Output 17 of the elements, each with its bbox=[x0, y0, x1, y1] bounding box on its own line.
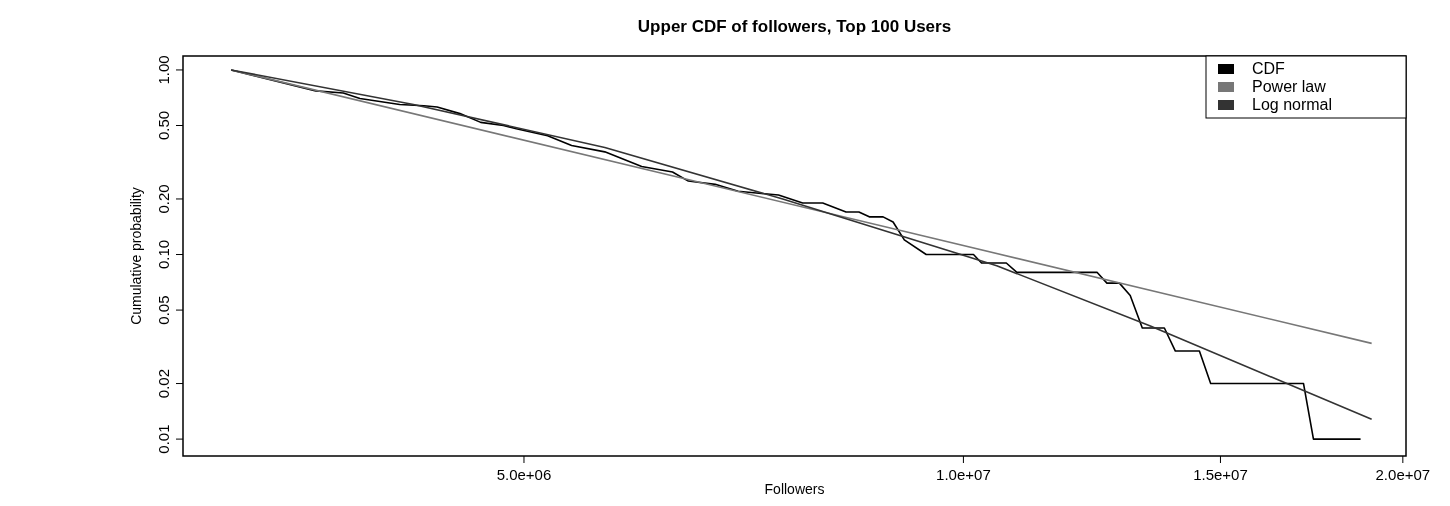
x-tick-label: 1.0e+07 bbox=[936, 466, 991, 483]
x-tick-label: 2.0e+07 bbox=[1375, 466, 1431, 483]
x-tick-label: 1.5e+07 bbox=[1193, 466, 1248, 483]
y-tick-label: 0.02 bbox=[155, 368, 172, 399]
y-tick-label: 0.20 bbox=[155, 184, 172, 214]
y-tick-label: 0.10 bbox=[155, 239, 172, 270]
y-tick-label: 1.00 bbox=[155, 55, 172, 85]
x-axis-title: Followers bbox=[764, 481, 825, 497]
y-tick-label: 0.05 bbox=[155, 295, 172, 325]
legend-label: CDF bbox=[1252, 60, 1286, 77]
x-tick-label: 5.0e+06 bbox=[496, 466, 552, 483]
y-tick-label: 0.50 bbox=[155, 110, 172, 141]
legend-label: Power law bbox=[1252, 78, 1327, 95]
y-tick-label: 0.01 bbox=[155, 424, 172, 454]
chart-title: Upper CDF of followers, Top 100 Users bbox=[637, 17, 952, 36]
legend-label: Log normal bbox=[1252, 96, 1333, 113]
y-axis-title: Cumulative probability bbox=[128, 187, 144, 325]
